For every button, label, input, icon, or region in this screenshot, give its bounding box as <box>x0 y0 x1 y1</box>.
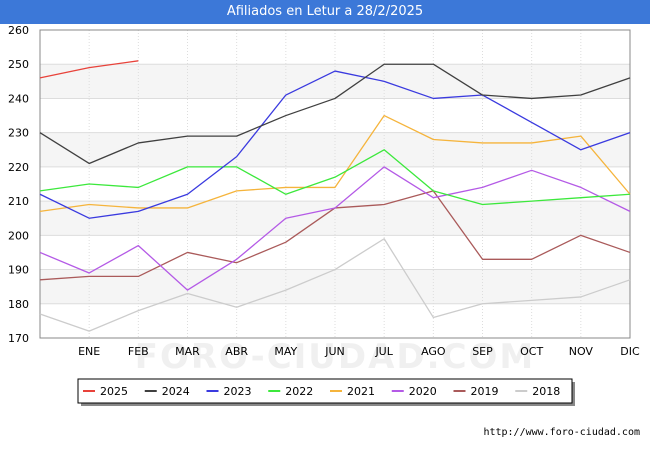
y-tick-label: 210 <box>8 195 29 208</box>
legend-label-2021: 2021 <box>347 385 375 398</box>
chart-title: Afiliados en Letur a 28/2/2025 <box>226 4 424 19</box>
y-tick-label: 170 <box>8 332 29 345</box>
y-tick-label: 190 <box>8 264 29 277</box>
y-tick-label: 230 <box>8 127 29 140</box>
x-tick-label: MAY <box>274 345 297 358</box>
legend: 2025 2024 2023 2022 2021 2020 2019 2018 <box>77 378 573 404</box>
x-tick-label: ABR <box>225 345 248 358</box>
plot-band <box>40 132 630 167</box>
x-tick-label: JUL <box>374 345 393 358</box>
legend-label-2019: 2019 <box>471 385 499 398</box>
legend-label-2023: 2023 <box>224 385 252 398</box>
plot-band <box>40 303 630 338</box>
x-tick-label: SEP <box>472 345 493 358</box>
y-tick-label: 200 <box>8 229 29 242</box>
series-line-2025 <box>39 60 139 79</box>
legend-label-2018: 2018 <box>532 385 560 398</box>
x-tick-label: AGO <box>421 345 446 358</box>
x-tick-label: FEB <box>128 345 149 358</box>
legend-label-2025: 2025 <box>100 385 128 398</box>
x-tick-label: NOV <box>569 345 594 358</box>
y-tick-label: 260 <box>8 24 29 37</box>
source-url: http://www.foro-ciudad.com <box>483 427 640 438</box>
series-line-2020 <box>39 166 631 291</box>
legend-label-2024: 2024 <box>162 385 190 398</box>
chart-title-bar: Afiliados en Letur a 28/2/2025 <box>0 0 650 24</box>
legend-label-2020: 2020 <box>409 385 437 398</box>
legend-label-2022: 2022 <box>285 385 313 398</box>
x-tick-label: JUN <box>324 345 345 358</box>
x-tick-label: MAR <box>175 345 200 358</box>
x-tick-label: ENE <box>78 345 100 358</box>
plot-band <box>40 30 630 65</box>
plot-border <box>39 29 631 339</box>
y-tick-label: 240 <box>8 92 29 105</box>
series-line-2023 <box>39 70 631 219</box>
series-line-2021 <box>39 114 631 213</box>
x-tick-label: DIC <box>620 345 640 358</box>
y-tick-label: 250 <box>8 58 29 71</box>
series-line-2018 <box>39 238 631 332</box>
y-tick-label: 220 <box>8 161 29 174</box>
plot-band <box>40 269 630 304</box>
series-line-2024 <box>39 63 631 165</box>
plot-band <box>40 201 630 236</box>
y-tick-label: 180 <box>8 298 29 311</box>
watermark: FORO-CIUDAD.COM <box>135 337 536 377</box>
legend-box <box>77 378 573 404</box>
series-line-2022 <box>39 149 631 206</box>
x-tick-label: OCT <box>520 345 543 358</box>
